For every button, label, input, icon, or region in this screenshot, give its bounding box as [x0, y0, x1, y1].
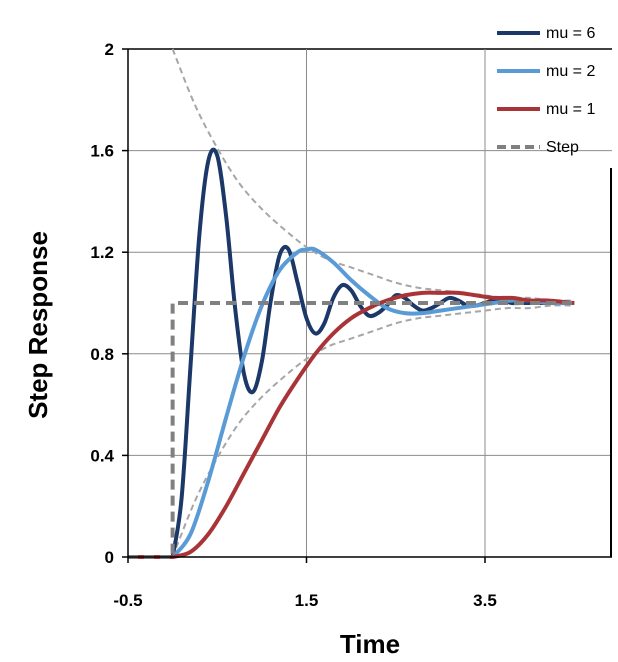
y-tick-label: 0 [105, 548, 114, 567]
legend: mu = 6 mu = 2 mu = 1 Step [497, 25, 595, 156]
y-tick-label: 0.4 [90, 446, 114, 465]
y-tick-label: 0.8 [90, 345, 114, 364]
y-tick-label: 1.2 [90, 243, 114, 262]
legend-label-0: mu = 6 [546, 25, 595, 42]
legend-label-2: mu = 1 [546, 101, 595, 118]
legend-label-1: mu = 2 [546, 63, 595, 80]
x-tick-label: -0.5 [113, 591, 142, 610]
x-tick-label: 1.5 [295, 591, 319, 610]
lower-envelope-line [171, 304, 575, 558]
series-line-2 [128, 290, 575, 559]
x-axis-title: Time [340, 629, 400, 659]
y-tick-label: 1.6 [90, 142, 114, 161]
x-tick-label: 3.5 [473, 591, 497, 610]
legend-label-3: Step [546, 139, 579, 156]
series-line-1 [128, 246, 575, 559]
axes [122, 48, 612, 563]
tick-labels: 0 0.4 0.8 1.2 1.6 2 -0.5 1.5 3.5 [90, 40, 496, 610]
y-axis-title: Step Response [23, 231, 53, 419]
y-tick-label: 2 [105, 40, 114, 59]
